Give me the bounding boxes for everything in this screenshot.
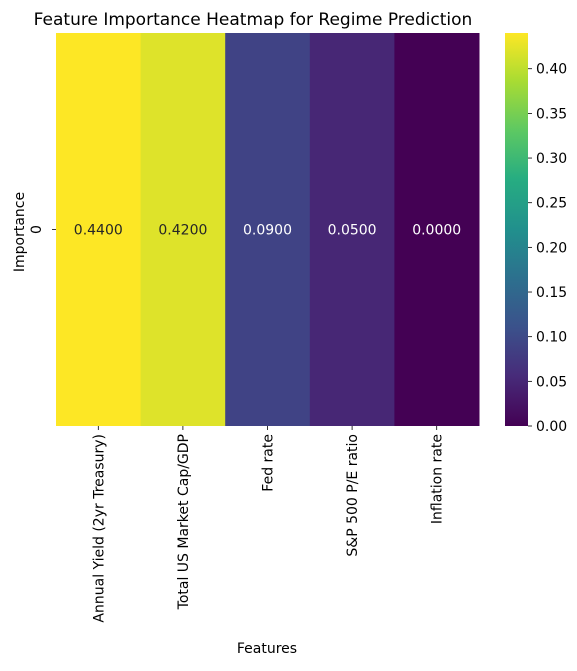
heatmap-cell: [225, 33, 311, 426]
y-axis-label: Importance: [12, 192, 28, 272]
colorbar-tick-label: 0.20: [536, 240, 567, 256]
cell-value-label: 0.0500: [328, 223, 377, 239]
x-axis-label: Features: [237, 641, 297, 657]
x-tick-label: Annual Yield (2yr Treasury): [91, 434, 107, 623]
heatmap-cell: [56, 33, 142, 426]
x-tick-label: Inflation rate: [430, 434, 446, 524]
colorbar-tick-label: 0.05: [536, 374, 567, 390]
heatmap-cell: [140, 33, 226, 426]
colorbar-tick-label: 0.30: [536, 151, 567, 167]
x-axis-ticks: Annual Yield (2yr Treasury) Total US Mark…: [91, 426, 446, 623]
heatmap-cell: [394, 33, 480, 426]
colorbar-tick-label: 0.10: [536, 330, 567, 346]
chart-title: Feature Importance Heatmap for Regime Pr…: [34, 10, 473, 30]
colorbar-tick-label: 0.35: [536, 106, 567, 122]
cell-value-label: 0.0000: [412, 223, 461, 239]
y-tick-label: 0: [29, 225, 45, 234]
cell-value-label: 0.0900: [243, 223, 292, 239]
colorbar-tick-label: 0.25: [536, 196, 567, 212]
x-tick-label: Fed rate: [261, 434, 277, 492]
heatmap-cells: [56, 33, 480, 426]
colorbar-ticks: 0.00 0.05 0.10 0.15 0.20 0.25 0.30 0.35 0.40: [528, 62, 567, 435]
y-axis-ticks: 0: [29, 225, 56, 234]
colorbar: 0.00 0.05 0.10 0.15 0.20 0.25 0.30 0.35 0.40: [505, 33, 567, 435]
x-tick-label: Total US Market Cap/GDP: [176, 434, 192, 610]
colorbar-tick-label: 0.15: [536, 285, 567, 301]
colorbar-gradient: [505, 33, 528, 426]
x-tick-label: S&P 500 P/E ratio: [345, 434, 361, 557]
colorbar-tick-label: 0.40: [536, 62, 567, 78]
heatmap-cell-labels: 0.4400 0.4200 0.0900 0.0500 0.0000: [74, 223, 461, 239]
heatmap-cell: [309, 33, 395, 426]
cell-value-label: 0.4400: [74, 223, 123, 239]
cell-value-label: 0.4200: [158, 223, 207, 239]
colorbar-tick-label: 0.00: [536, 419, 567, 435]
